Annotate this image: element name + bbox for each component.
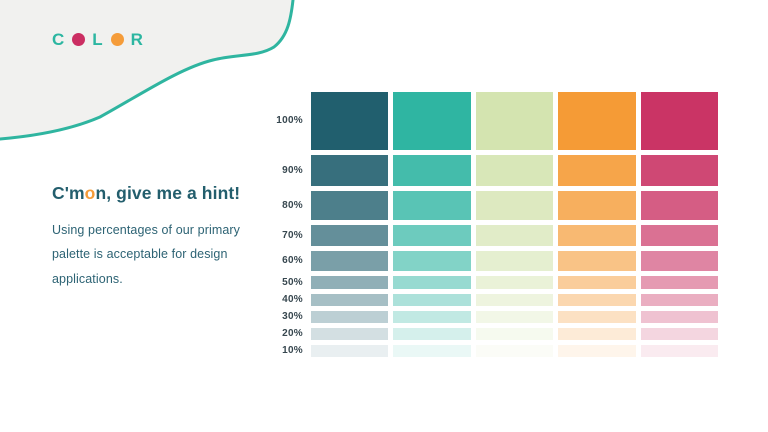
palette-swatch-dark-teal-50: [311, 276, 389, 289]
palette-swatch-teal-10: [393, 345, 471, 357]
palette-row-label: 90%: [282, 164, 303, 176]
palette-swatch-light-green-20: [475, 328, 554, 340]
blob-curve-path: [0, 0, 295, 141]
palette-swatch-pink-60: [640, 251, 719, 271]
palette-row-cells: [311, 328, 719, 340]
palette-row-cells: [311, 225, 719, 246]
palette-swatch-pink-100: [640, 92, 719, 150]
palette-row-cells: [311, 92, 719, 150]
palette-row-cells: [311, 155, 719, 186]
palette-swatch-orange-10: [558, 345, 636, 357]
palette-row: 10%: [267, 345, 719, 357]
palette-row: 20%: [267, 328, 719, 340]
palette-grid: 100% 90% 80% 70% 60% 50% 40% 30% 20% 10%: [267, 92, 719, 357]
palette-swatch-teal-100: [393, 92, 471, 150]
palette-swatch-orange-100: [558, 92, 636, 150]
palette-swatch-pink-90: [640, 155, 719, 186]
palette-swatch-dark-teal-90: [311, 155, 389, 186]
palette-row-label: 30%: [282, 311, 303, 322]
palette-swatch-light-green-80: [475, 191, 554, 220]
palette-swatch-orange-70: [558, 225, 636, 246]
palette-swatch-dark-teal-60: [311, 251, 389, 271]
logo-letter-r: R: [130, 30, 144, 49]
palette-swatch-orange-60: [558, 251, 636, 271]
palette-row-cells: [311, 345, 719, 357]
palette-swatch-light-green-40: [475, 294, 554, 306]
palette-swatch-pink-20: [640, 328, 719, 340]
palette-row-cells: [311, 276, 719, 289]
palette-swatch-dark-teal-30: [311, 311, 389, 323]
palette-row-label: 70%: [282, 229, 303, 241]
palette-swatch-dark-teal-80: [311, 191, 389, 220]
heading-accent-letter: o: [84, 183, 96, 203]
palette-swatch-light-green-90: [475, 155, 554, 186]
heading-part2: n, give me a hint!: [95, 183, 241, 203]
palette-swatch-pink-30: [640, 311, 719, 323]
palette-row-label: 40%: [282, 294, 303, 305]
palette-swatch-dark-teal-10: [311, 345, 389, 357]
palette-row-cells: [311, 311, 719, 323]
palette-swatch-teal-80: [393, 191, 471, 220]
slide-heading: C'mon, give me a hint!: [52, 183, 282, 205]
logo-dot-pink-icon: [72, 33, 86, 46]
palette-row: 60%: [267, 251, 719, 271]
palette-row: 80%: [267, 191, 719, 220]
palette-swatch-teal-60: [393, 251, 471, 271]
palette-row: 30%: [267, 311, 719, 323]
palette-swatch-dark-teal-20: [311, 328, 389, 340]
palette-row: 50%: [267, 276, 719, 289]
palette-swatch-dark-teal-40: [311, 294, 389, 306]
palette-row: 100%: [267, 92, 719, 150]
palette-swatch-dark-teal-100: [311, 92, 389, 150]
palette-swatch-pink-10: [640, 345, 719, 357]
palette-swatch-orange-80: [558, 191, 636, 220]
palette-swatch-orange-90: [558, 155, 636, 186]
palette-swatch-orange-20: [558, 328, 636, 340]
palette-swatch-pink-80: [640, 191, 719, 220]
palette-row-label: 100%: [276, 115, 303, 126]
corner-blob-decoration: [0, 0, 295, 141]
logo-letter-c: C: [52, 30, 66, 49]
palette-swatch-dark-teal-70: [311, 225, 389, 246]
palette-swatch-teal-50: [393, 276, 471, 289]
text-block: C'mon, give me a hint! Using percentages…: [52, 183, 282, 291]
logo-dot-orange-icon: [110, 33, 124, 46]
palette-swatch-light-green-50: [475, 276, 554, 289]
palette-row-label: 10%: [282, 345, 303, 356]
palette-row-cells: [311, 251, 719, 271]
palette-swatch-teal-40: [393, 294, 471, 306]
palette-row: 70%: [267, 225, 719, 246]
palette-swatch-light-green-60: [475, 251, 554, 271]
palette-row: 90%: [267, 155, 719, 186]
palette-swatch-teal-20: [393, 328, 471, 340]
logo: C L R: [52, 31, 144, 48]
palette-swatch-orange-50: [558, 276, 636, 289]
palette-swatch-light-green-70: [475, 225, 554, 246]
palette-row: 40%: [267, 294, 719, 306]
palette-row-cells: [311, 191, 719, 220]
body-text: Using percentages of our primary palette…: [52, 222, 241, 286]
palette-row-label: 20%: [282, 328, 303, 339]
blob-fill-path: [0, 0, 293, 139]
palette-swatch-teal-90: [393, 155, 471, 186]
palette-swatch-orange-40: [558, 294, 636, 306]
logo-letter-l: L: [92, 30, 104, 49]
palette-swatch-light-green-100: [475, 92, 554, 150]
palette-swatch-pink-50: [640, 276, 719, 289]
palette-swatch-pink-40: [640, 294, 719, 306]
palette-swatch-teal-30: [393, 311, 471, 323]
palette-swatch-pink-70: [640, 225, 719, 246]
palette-swatch-light-green-30: [475, 311, 554, 323]
palette-swatch-orange-30: [558, 311, 636, 323]
palette-row-cells: [311, 294, 719, 306]
palette-swatch-light-green-10: [475, 345, 554, 357]
palette-swatch-teal-70: [393, 225, 471, 246]
heading-part1: C'm: [52, 183, 85, 203]
palette-row-label: 60%: [282, 255, 303, 266]
palette-row-label: 80%: [282, 199, 303, 211]
palette-row-label: 50%: [282, 276, 303, 288]
